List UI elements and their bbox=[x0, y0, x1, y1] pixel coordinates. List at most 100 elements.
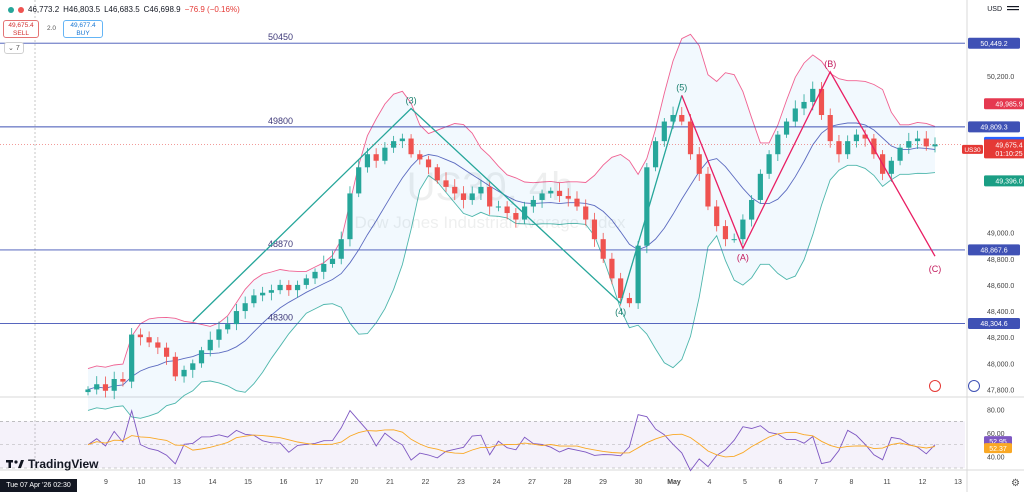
candle-body bbox=[382, 147, 388, 161]
lower-band-line bbox=[87, 164, 936, 419]
candle-body bbox=[530, 199, 536, 207]
candle-body bbox=[591, 219, 598, 240]
candle-body bbox=[102, 384, 109, 391]
candle-body bbox=[897, 147, 903, 161]
time-tick-label: 28 bbox=[564, 479, 572, 486]
candle-body bbox=[906, 141, 912, 148]
candle-body bbox=[286, 284, 292, 291]
candle-body bbox=[696, 154, 702, 174]
time-tick-label: 10 bbox=[138, 479, 146, 486]
candle-body bbox=[460, 193, 467, 200]
candle-body bbox=[888, 160, 894, 174]
sell-button[interactable]: 49,675.4 SELL bbox=[3, 20, 39, 38]
upper-band-value-text: 49,985.9 bbox=[995, 101, 1022, 108]
candle-body bbox=[399, 138, 405, 142]
time-tick-label: 29 bbox=[599, 479, 607, 486]
time-tick-label: 9 bbox=[104, 479, 108, 486]
oscillator-value-box bbox=[984, 443, 1012, 454]
candle-body bbox=[417, 154, 423, 160]
level-label: 48870 bbox=[268, 239, 293, 249]
candle-body bbox=[731, 239, 737, 241]
buy-label: BUY bbox=[76, 30, 90, 37]
bollinger-bands bbox=[87, 33, 936, 419]
level-price-box bbox=[968, 37, 1020, 49]
time-tick-label: 23 bbox=[457, 479, 465, 486]
oscillator-line-b bbox=[87, 429, 936, 458]
candle-body bbox=[609, 258, 615, 279]
buy-button[interactable]: 49,677.4 BUY bbox=[63, 20, 103, 38]
indicator-count: 7 bbox=[15, 45, 20, 52]
oscillator-value-text: 52.95 bbox=[989, 439, 1007, 446]
ohlc-open: 46,773.2 bbox=[28, 5, 60, 14]
menu-icon[interactable] bbox=[1006, 0, 1020, 11]
candle-body bbox=[85, 389, 91, 393]
correction-wave-line bbox=[681, 70, 936, 257]
alert-dot-icon bbox=[18, 6, 24, 13]
candle-body bbox=[600, 239, 606, 259]
candle-body bbox=[618, 278, 624, 298]
ohlc-change: −76.9 (−0.16%) bbox=[184, 5, 240, 14]
collapse-legend-button[interactable]: ⌄ 7 bbox=[4, 42, 24, 54]
time-tick-label: 13 bbox=[954, 479, 962, 486]
oscillator-tick-label: 40.00 bbox=[987, 454, 1005, 461]
impulse-wave-label: (4) bbox=[615, 307, 626, 317]
candle-body bbox=[443, 180, 449, 187]
candle-body bbox=[356, 167, 362, 194]
symbol-tag-text: US30 bbox=[964, 147, 981, 154]
candle-body bbox=[181, 369, 187, 377]
tradingview-logo: TradingView bbox=[6, 457, 98, 471]
candle-body bbox=[268, 290, 274, 293]
candle-body bbox=[207, 339, 213, 351]
level-price-text: 48,304.6 bbox=[980, 321, 1007, 328]
candle-body bbox=[321, 264, 327, 272]
upper-band-value-box bbox=[984, 98, 1024, 110]
candle-body bbox=[862, 134, 868, 139]
time-tick-label: 17 bbox=[315, 479, 323, 486]
candle-body bbox=[845, 141, 851, 155]
candle-body bbox=[233, 311, 240, 325]
candle-body bbox=[225, 324, 231, 330]
time-tick-label: 20 bbox=[351, 479, 359, 486]
flag-icon-2[interactable] bbox=[968, 380, 980, 392]
sell-label: SELL bbox=[13, 30, 29, 37]
candle-body bbox=[303, 278, 309, 285]
gear-icon[interactable]: ⚙ bbox=[1011, 478, 1020, 489]
time-tick-label: 27 bbox=[528, 479, 536, 486]
level-price-text: 48,867.6 bbox=[980, 248, 1007, 255]
impulse-wave-label: (3) bbox=[406, 95, 417, 105]
currency-label[interactable]: USD bbox=[987, 6, 1002, 13]
countdown-text: 01:10:25 bbox=[995, 151, 1022, 158]
candle-body bbox=[548, 190, 554, 194]
spread-value: 2.0 bbox=[47, 25, 57, 32]
time-cursor-label: Tue 07 Apr '26 02:30 bbox=[0, 479, 77, 492]
candle-body bbox=[111, 379, 117, 391]
price-tick-label: 50,200.0 bbox=[987, 74, 1014, 81]
candle-body bbox=[129, 334, 135, 382]
candle-body bbox=[766, 154, 772, 174]
level-price-text: 49,809.3 bbox=[980, 125, 1007, 132]
candle-body bbox=[635, 245, 641, 304]
candle-body bbox=[312, 271, 318, 279]
level-price-text: 50,449.2 bbox=[980, 41, 1007, 48]
candle-body bbox=[853, 134, 860, 142]
lower-band-value-box bbox=[984, 175, 1024, 187]
candle-body bbox=[871, 138, 877, 155]
candle-body bbox=[801, 101, 807, 109]
candle-body bbox=[216, 329, 222, 340]
brand-name: TradingView bbox=[28, 457, 99, 471]
candle-body bbox=[251, 295, 257, 304]
candle-body bbox=[120, 379, 126, 382]
time-tick-label: 7 bbox=[814, 479, 818, 486]
candle-body bbox=[923, 138, 929, 147]
candle-body bbox=[583, 206, 589, 220]
candle-body bbox=[172, 356, 178, 377]
time-axis: 9 10 13 14 15 16 17 20 21 22 23 24 27 28 29 30 May 4 5 6 7 8 1… bbox=[104, 479, 962, 486]
flag-icon-1[interactable] bbox=[929, 380, 941, 392]
candle-body bbox=[626, 297, 632, 304]
price-tick-label: 48,600.0 bbox=[987, 283, 1014, 290]
candle-body bbox=[94, 384, 100, 390]
time-tick-label: 15 bbox=[244, 479, 252, 486]
candle-body bbox=[408, 138, 414, 155]
